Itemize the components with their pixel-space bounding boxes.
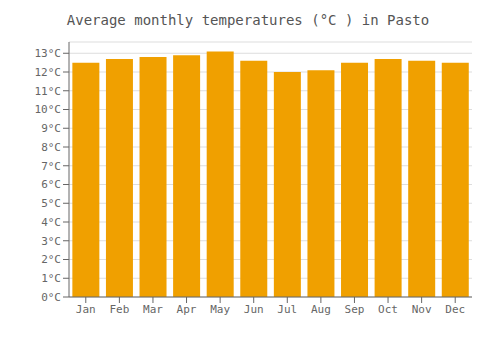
svg-text:1°C: 1°C — [41, 272, 61, 285]
svg-text:12°C: 12°C — [35, 66, 62, 79]
svg-text:5°C: 5°C — [41, 197, 61, 210]
svg-text:Mar: Mar — [143, 303, 163, 316]
svg-text:6°C: 6°C — [41, 178, 61, 191]
svg-text:11°C: 11°C — [35, 85, 62, 98]
svg-text:2°C: 2°C — [41, 253, 61, 266]
svg-text:9°C: 9°C — [41, 122, 61, 135]
svg-text:4°C: 4°C — [41, 216, 61, 229]
svg-text:Feb: Feb — [109, 303, 129, 316]
svg-text:7°C: 7°C — [41, 160, 61, 173]
html-text:Average monthly temperatures (: Average monthly temperatures (°C ) in Pa… — [66, 12, 430, 28]
svg-text:Jul: Jul — [277, 303, 297, 316]
svg-text:3°C: 3°C — [41, 235, 61, 248]
svg-text:Dec: Dec — [445, 303, 465, 316]
svg-text:May: May — [210, 303, 230, 316]
svg-text:Apr: Apr — [177, 303, 197, 316]
svg-text:10°C: 10°C — [35, 103, 62, 116]
svg-text:Sep: Sep — [345, 303, 365, 316]
svg-text:Oct: Oct — [378, 303, 398, 316]
svg-text:Aug: Aug — [311, 303, 331, 316]
svg-text:8°C: 8°C — [41, 141, 61, 154]
svg-text:13°C: 13°C — [35, 47, 62, 60]
svg-text:0°C: 0°C — [41, 291, 61, 304]
svg-text:Jun: Jun — [244, 303, 264, 316]
svg-text:Jan: Jan — [76, 303, 96, 316]
svg-text:Nov: Nov — [412, 303, 432, 316]
